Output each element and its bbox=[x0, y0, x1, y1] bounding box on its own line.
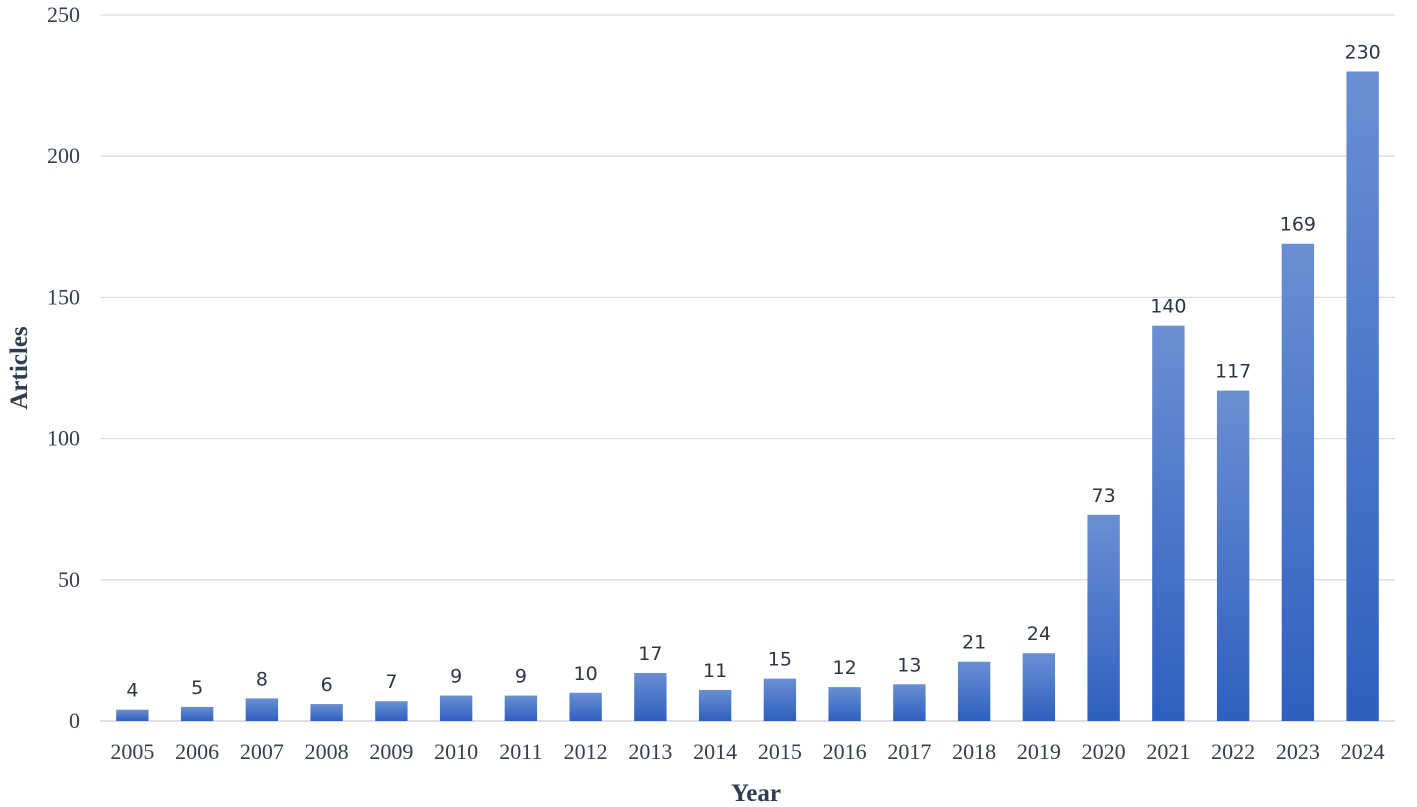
x-tick-label-2006: 2006 bbox=[175, 739, 219, 764]
bar-2007 bbox=[245, 698, 279, 721]
data-label-2017: 13 bbox=[897, 654, 921, 676]
gridlines bbox=[100, 14, 1395, 722]
bar-2006 bbox=[180, 706, 214, 721]
data-label-2007: 8 bbox=[256, 668, 268, 690]
x-tick-label-2013: 2013 bbox=[628, 739, 672, 764]
data-label-2009: 7 bbox=[385, 671, 397, 693]
y-tick-label: 50 bbox=[58, 567, 80, 592]
x-tick-label-2024: 2024 bbox=[1341, 739, 1385, 764]
bar-2015 bbox=[763, 678, 797, 721]
y-tick-label: 150 bbox=[47, 284, 80, 309]
bar-2023 bbox=[1281, 243, 1315, 721]
bar-2016 bbox=[828, 687, 861, 721]
data-label-2008: 6 bbox=[321, 674, 333, 696]
y-axis-title: Articles bbox=[6, 326, 33, 410]
data-label-2023: 169 bbox=[1280, 214, 1316, 236]
data-label-2016: 12 bbox=[833, 657, 857, 679]
bar-2010 bbox=[439, 695, 473, 721]
y-tick-label: 200 bbox=[47, 143, 80, 168]
x-tick-label-2011: 2011 bbox=[499, 739, 542, 764]
x-tick-label-2009: 2009 bbox=[369, 739, 413, 764]
x-tick-label-2021: 2021 bbox=[1146, 739, 1190, 764]
x-tick-label-2010: 2010 bbox=[434, 739, 478, 764]
bar-2013 bbox=[634, 672, 667, 721]
data-label-2021: 140 bbox=[1150, 296, 1186, 318]
y-tick-label: 0 bbox=[69, 708, 80, 733]
x-tick-label-2019: 2019 bbox=[1017, 739, 1061, 764]
x-axis-ticks: 2005 2006 2007 2008 2009 2010 2011 2012 2013 2014… bbox=[110, 739, 1384, 764]
data-label-2012: 10 bbox=[574, 663, 598, 685]
y-tick-label: 250 bbox=[47, 2, 80, 27]
bar-2014 bbox=[698, 689, 732, 721]
data-label-2006: 5 bbox=[191, 677, 203, 699]
data-label-2022: 117 bbox=[1215, 361, 1251, 383]
x-tick-label-2022: 2022 bbox=[1211, 739, 1255, 764]
x-tick-label-2015: 2015 bbox=[758, 739, 802, 764]
bar-2011 bbox=[504, 695, 538, 721]
bar-2024 bbox=[1346, 71, 1379, 722]
bars bbox=[116, 71, 1379, 722]
x-tick-label-2008: 2008 bbox=[305, 739, 349, 764]
y-tick-label: 100 bbox=[47, 426, 80, 451]
x-tick-label-2007: 2007 bbox=[240, 739, 284, 764]
x-tick-label-2016: 2016 bbox=[823, 739, 867, 764]
x-tick-label-2014: 2014 bbox=[693, 739, 737, 764]
x-tick-label-2018: 2018 bbox=[952, 739, 996, 764]
data-label-2018: 21 bbox=[962, 632, 986, 654]
bar-2020 bbox=[1087, 514, 1120, 721]
data-label-2020: 73 bbox=[1092, 485, 1116, 507]
data-label-2011: 9 bbox=[515, 666, 527, 688]
bar-2009 bbox=[375, 701, 408, 721]
data-labels: 4 5 8 6 7 9 9 10 17 11 15 12 13 21 24 73 140 117 169 230 bbox=[126, 41, 1380, 701]
bar-2022 bbox=[1216, 390, 1250, 721]
x-tick-label-2012: 2012 bbox=[564, 739, 608, 764]
x-tick-label-2023: 2023 bbox=[1276, 739, 1320, 764]
data-label-2015: 15 bbox=[768, 649, 792, 671]
data-label-2005: 4 bbox=[126, 680, 138, 702]
bar-2019 bbox=[1022, 653, 1056, 721]
bar-2008 bbox=[310, 704, 343, 721]
bar-2017 bbox=[893, 684, 926, 721]
data-label-2013: 17 bbox=[638, 643, 662, 665]
data-label-2019: 24 bbox=[1027, 623, 1051, 645]
data-label-2024: 230 bbox=[1344, 41, 1380, 63]
x-tick-label-2017: 2017 bbox=[887, 739, 931, 764]
data-label-2014: 11 bbox=[703, 660, 727, 682]
x-axis-title: Year bbox=[731, 780, 781, 807]
y-axis-ticks: 0 50 100 150 200 250 bbox=[47, 2, 80, 733]
x-tick-label-2005: 2005 bbox=[110, 739, 154, 764]
bar-2021 bbox=[1152, 325, 1185, 721]
bar-2005 bbox=[116, 709, 149, 721]
bar-2018 bbox=[957, 661, 991, 721]
data-label-2010: 9 bbox=[450, 666, 462, 688]
bar-2012 bbox=[569, 692, 602, 721]
x-tick-label-2020: 2020 bbox=[1082, 739, 1126, 764]
